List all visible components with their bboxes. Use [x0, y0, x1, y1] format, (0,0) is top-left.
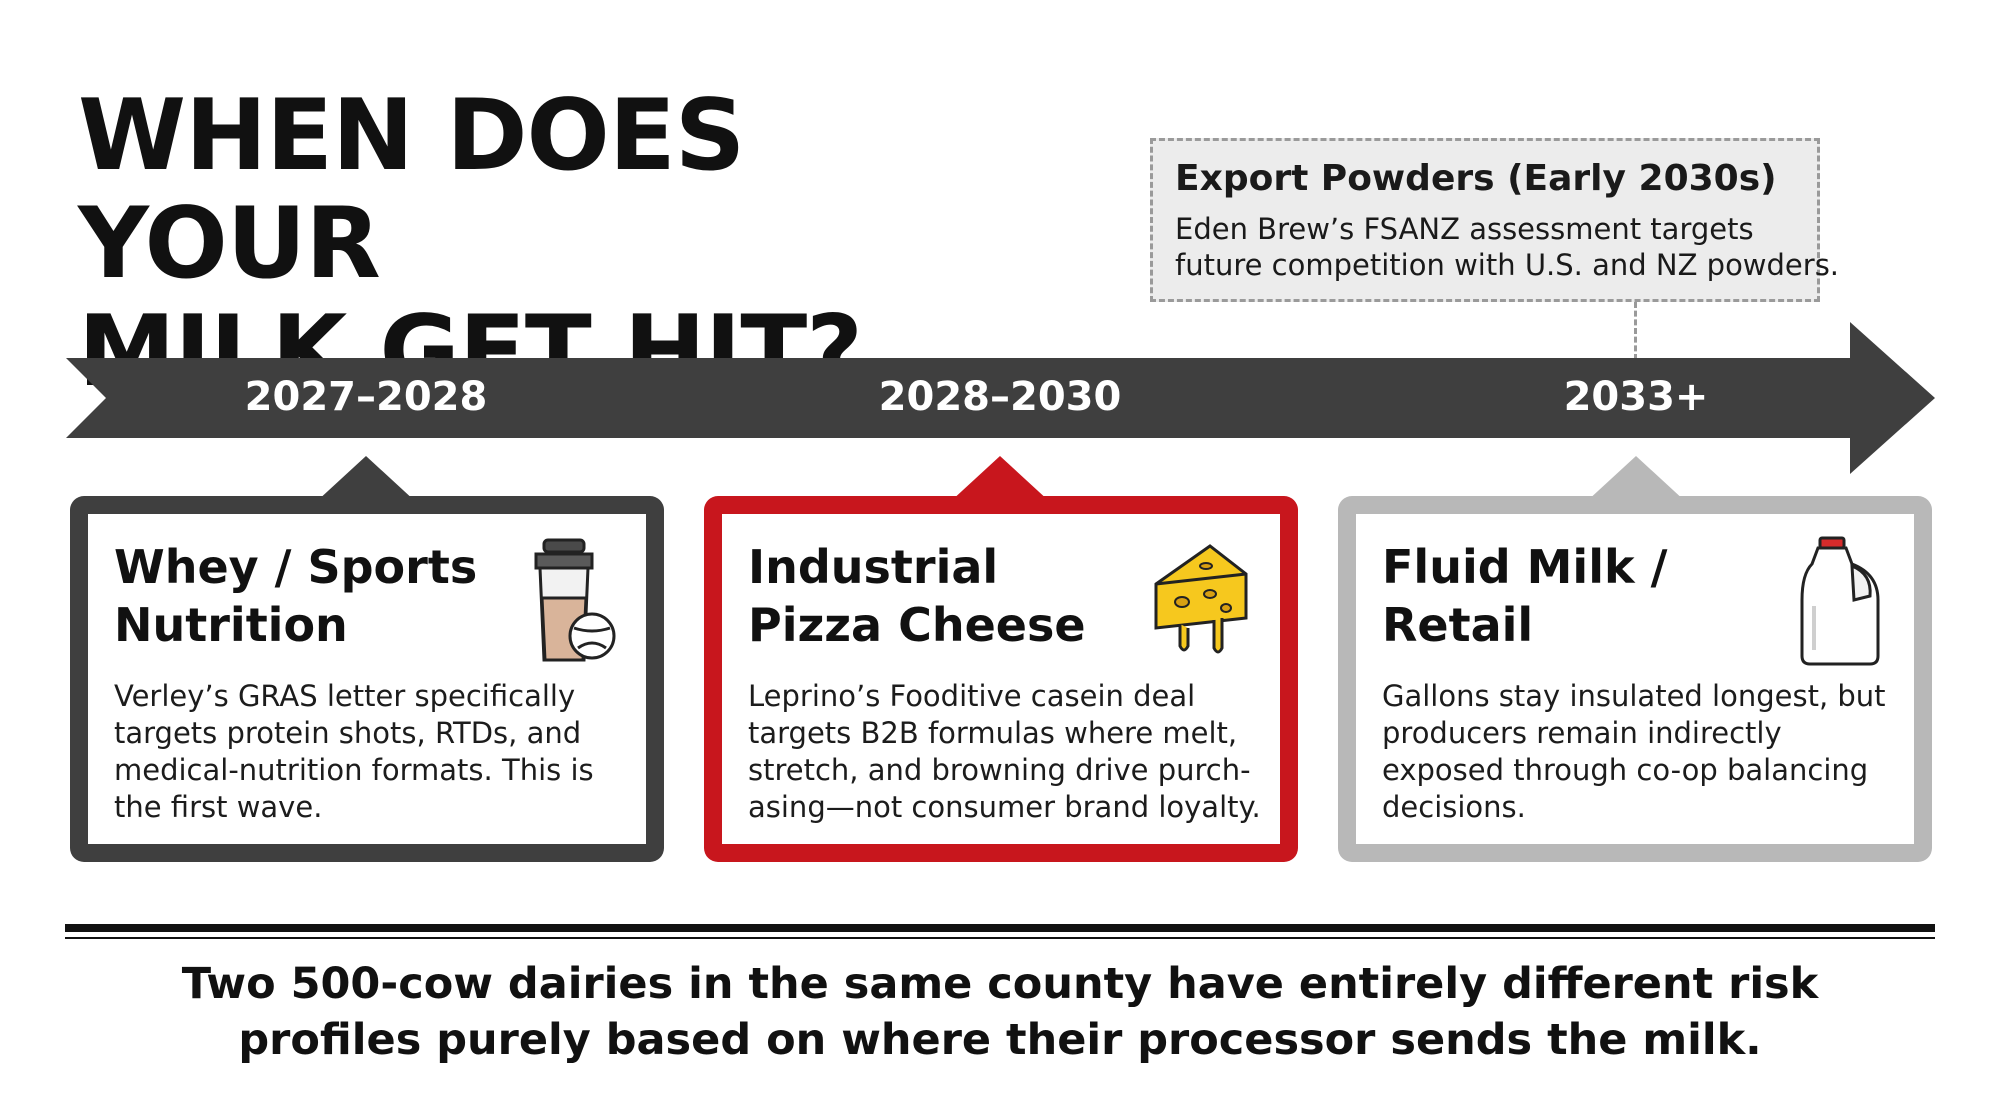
card-title-line-1: Industrial [748, 540, 999, 594]
card-body-line-1: Leprino’s Fooditive casein deal [748, 679, 1196, 713]
timeline-arrow-shape [66, 322, 1935, 474]
card-2-pointer [950, 456, 1050, 502]
card-body-line-4: the first wave. [114, 790, 323, 824]
phase-label-3: 2033+ [1563, 374, 1709, 420]
card-body: Gallons stay insulated longest, but prod… [1382, 678, 1888, 826]
card-title: Fluid Milk / Retail [1382, 538, 1782, 654]
divider-thin [65, 937, 1935, 939]
card-body-line-3: stretch, and browning drive purch- [748, 753, 1251, 787]
card-body-line-1: Verley’s GRAS letter specifically [114, 679, 576, 713]
card-body-line-2: targets B2B formulas where melt, [748, 716, 1238, 750]
card-body-line-3: exposed through co-op balancing [1382, 753, 1869, 787]
card-body-line-1: Gallons stay insulated longest, but [1382, 679, 1886, 713]
phase-label-2: 2028–2030 [878, 374, 1122, 420]
takeaway-text: Two 500-cow dairies in the same county h… [65, 956, 1935, 1068]
card-1-pointer [316, 456, 416, 502]
card-title-line-2: Nutrition [114, 598, 348, 652]
card-title-line-2: Pizza Cheese [748, 598, 1086, 652]
card-fluid-milk-retail: Fluid Milk / Retail Gallons stay insulat… [1338, 496, 1932, 862]
callout-connector [1634, 302, 1637, 360]
card-whey-sports-nutrition: Whey / Sports Nutrition Verley’s GRAS le… [70, 496, 664, 862]
milk-jug-icon [1800, 536, 1880, 666]
phase-label-1: 2027–2028 [244, 374, 488, 420]
shaker-bottle-icon [534, 538, 616, 662]
card-body: Leprino’s Fooditive casein deal targets … [748, 678, 1261, 826]
divider-thick [65, 924, 1935, 932]
callout-body-line-1: Eden Brew’s FSANZ assessment targets [1175, 212, 1754, 246]
card-title-line-2: Retail [1382, 598, 1534, 652]
card-body-line-4: asing—not consumer brand loyalty. [748, 790, 1261, 824]
card-body-line-2: producers remain indirectly [1382, 716, 1782, 750]
card-title: Industrial Pizza Cheese [748, 538, 1148, 654]
card-title: Whey / Sports Nutrition [114, 538, 514, 654]
card-body-line-4: decisions. [1382, 790, 1526, 824]
card-body-line-3: medical-nutrition formats. This is [114, 753, 594, 787]
title-line-1: WHEN DOES YOUR [78, 79, 745, 301]
card-industrial-pizza-cheese: Industrial Pizza Cheese Leprino’s Foodit… [704, 496, 1298, 862]
card-body: Verley’s GRAS letter specifically target… [114, 678, 620, 826]
callout-body-line-2: future competition with U.S. and NZ powd… [1175, 248, 1840, 282]
card-body-line-2: targets protein shots, RTDs, and [114, 716, 582, 750]
timeline-arrow [66, 322, 1935, 474]
card-title-line-1: Fluid Milk / [1382, 540, 1668, 594]
cheese-wedge-icon [1154, 544, 1248, 654]
callout-body: Eden Brew’s FSANZ assessment targets fut… [1175, 211, 1840, 283]
card-title-line-1: Whey / Sports [114, 540, 478, 594]
callout-title: Export Powders (Early 2030s) [1175, 158, 1777, 199]
export-powders-callout: Export Powders (Early 2030s) Eden Brew’s… [1150, 138, 1840, 302]
card-3-pointer [1586, 456, 1686, 502]
takeaway-line-1: Two 500-cow dairies in the same county h… [181, 959, 1819, 1009]
takeaway-line-2: profiles purely based on where their pro… [238, 1015, 1762, 1065]
